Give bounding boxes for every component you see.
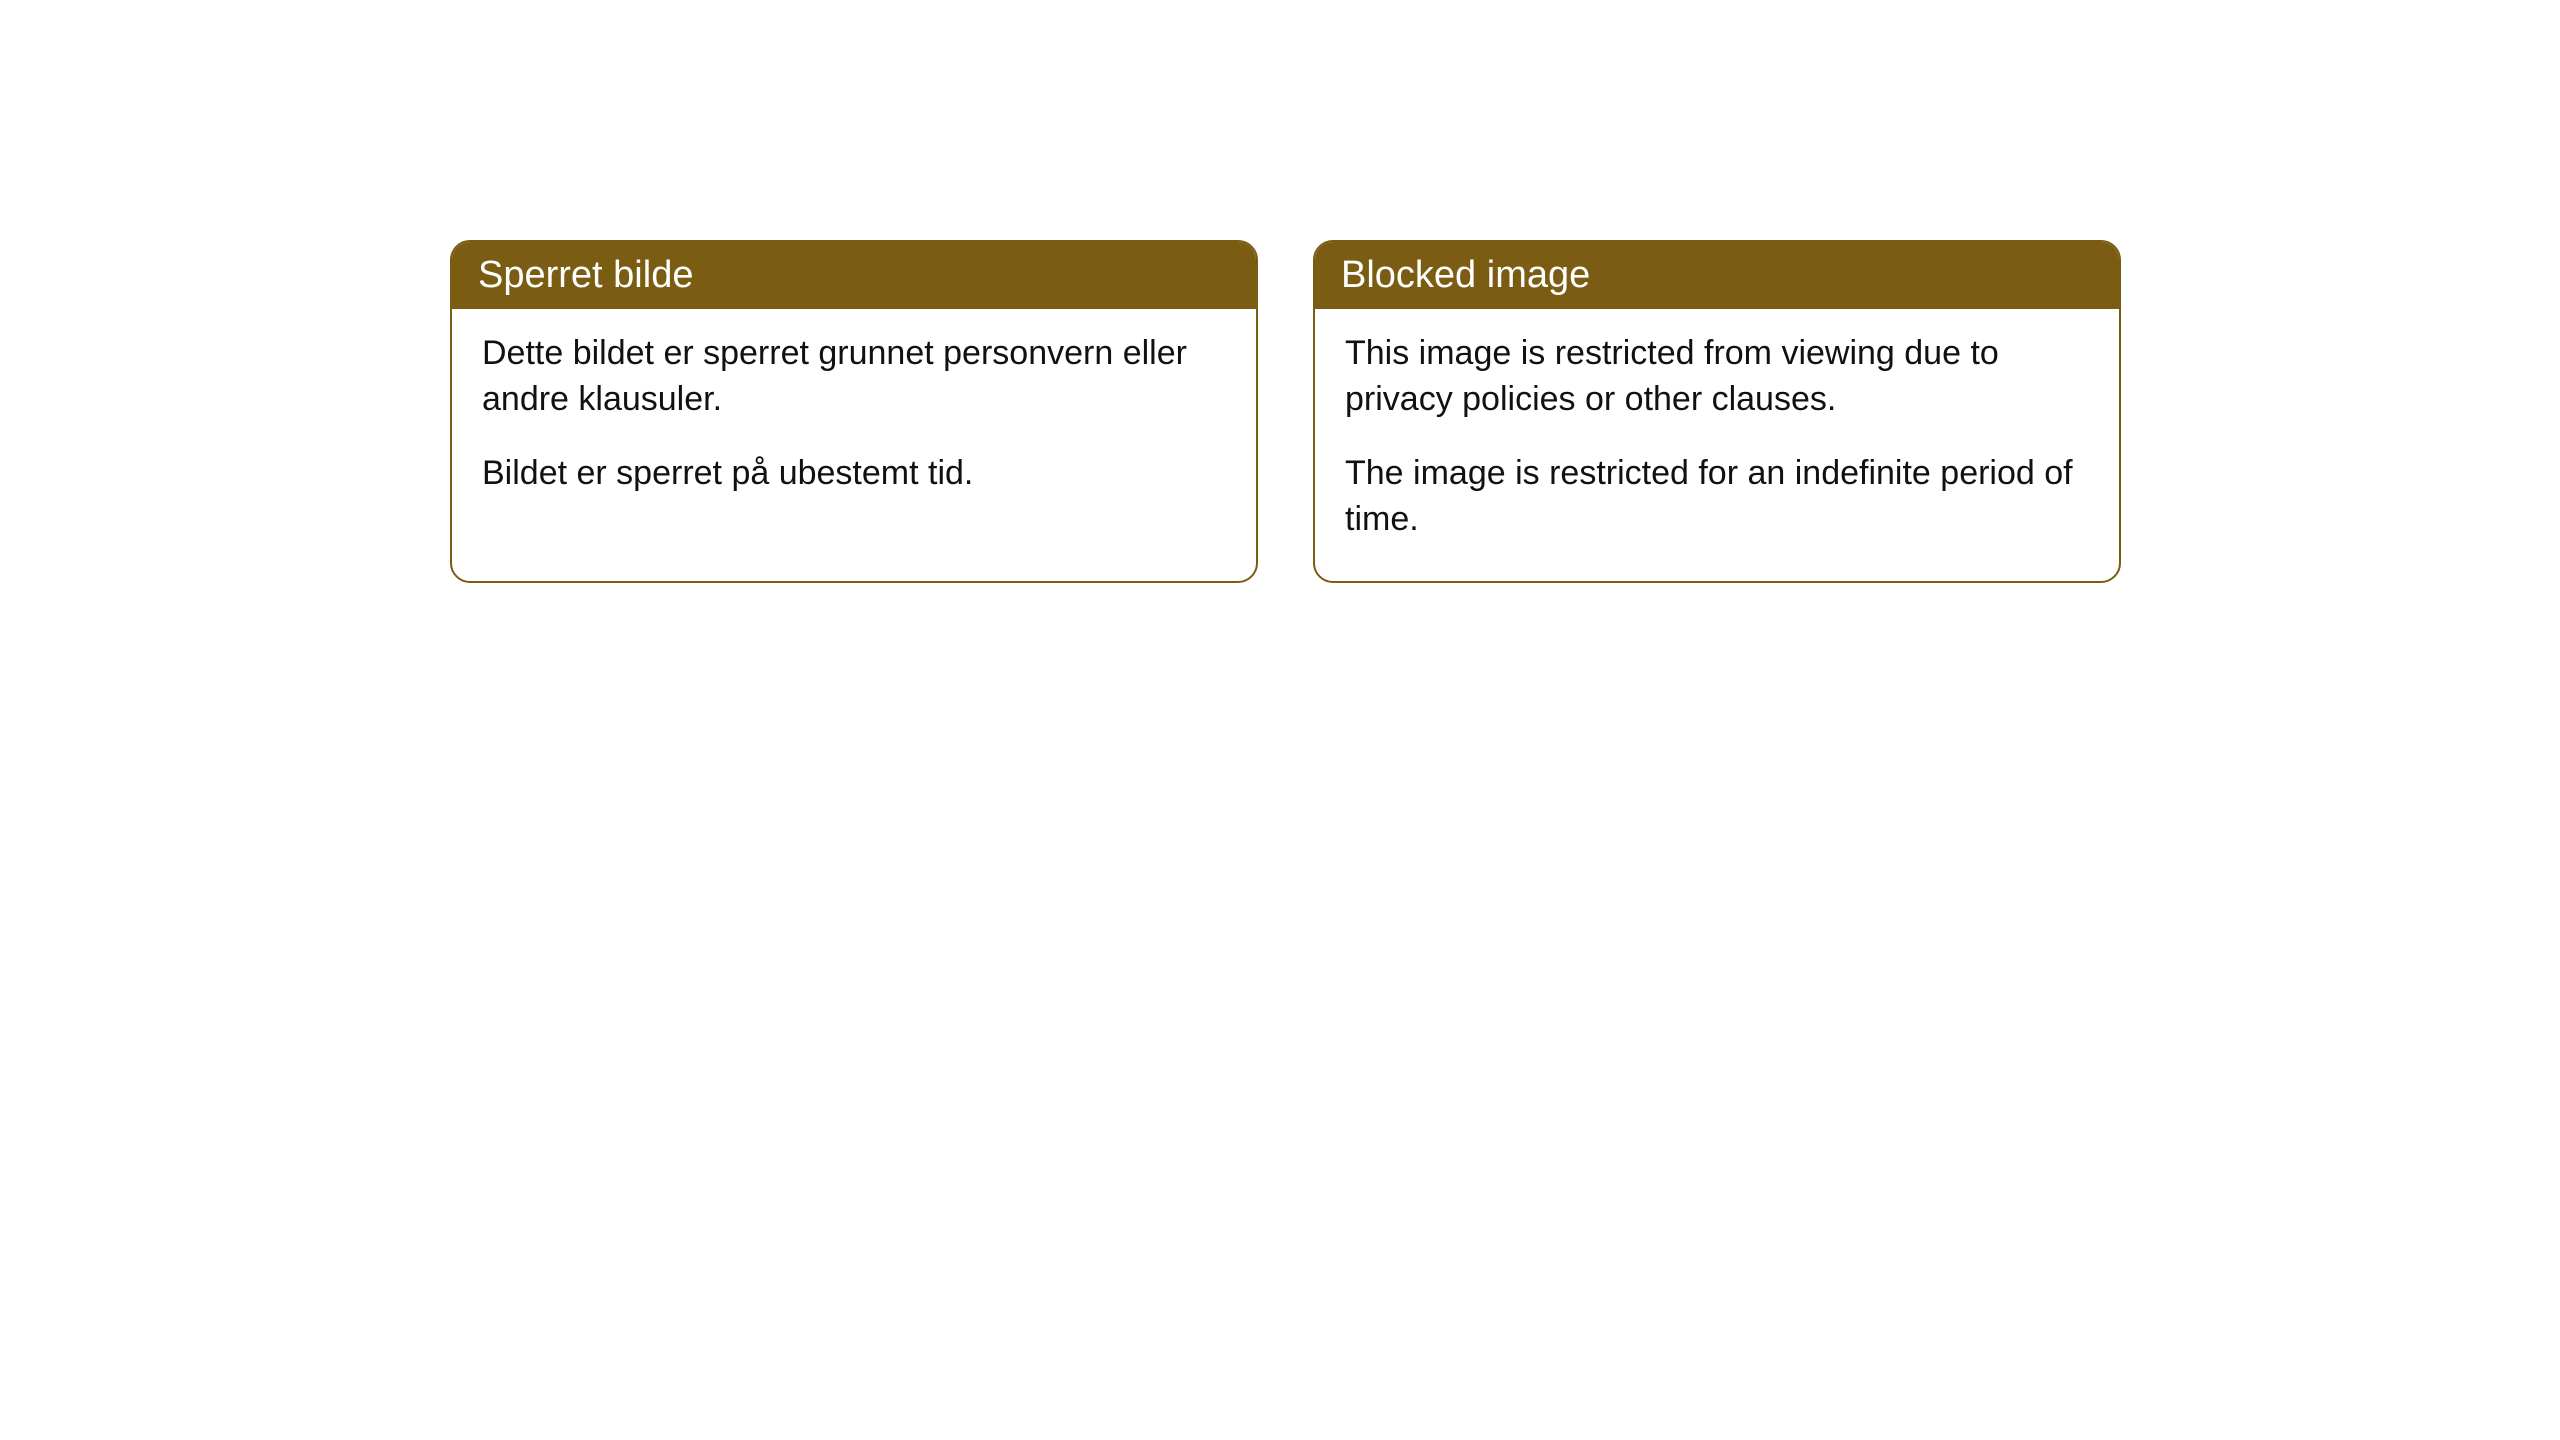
card-norwegian: Sperret bilde Dette bildet er sperret gr… (450, 240, 1258, 583)
card-paragraph: Dette bildet er sperret grunnet personve… (482, 331, 1226, 423)
card-header: Sperret bilde (452, 242, 1256, 309)
card-body: Dette bildet er sperret grunnet personve… (452, 309, 1256, 535)
card-paragraph: Bildet er sperret på ubestemt tid. (482, 451, 1226, 497)
cards-container: Sperret bilde Dette bildet er sperret gr… (450, 240, 2560, 583)
card-english: Blocked image This image is restricted f… (1313, 240, 2121, 583)
card-paragraph: This image is restricted from viewing du… (1345, 331, 2089, 423)
card-body: This image is restricted from viewing du… (1315, 309, 2119, 581)
card-header: Blocked image (1315, 242, 2119, 309)
card-title: Blocked image (1341, 254, 1590, 296)
card-title: Sperret bilde (478, 254, 693, 296)
card-paragraph: The image is restricted for an indefinit… (1345, 451, 2089, 543)
